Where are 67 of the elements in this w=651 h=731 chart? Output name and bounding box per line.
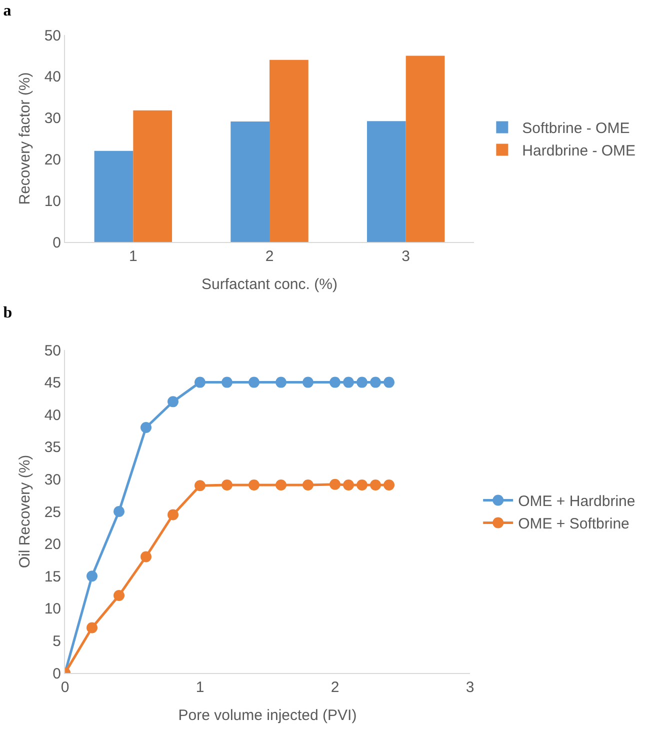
point <box>384 376 394 388</box>
chart-title: a <box>3 2 12 20</box>
legend-label: OME + Hardbrine <box>518 493 636 510</box>
bar <box>94 150 134 242</box>
y-tick-label: 50 <box>44 342 61 360</box>
y-tick-label: 30 <box>44 471 61 488</box>
point <box>343 480 354 491</box>
point <box>140 551 152 562</box>
point <box>356 376 368 388</box>
y-axis-title: Recovery factor (%) <box>16 72 34 205</box>
y-tick-label: 15 <box>44 568 61 586</box>
point <box>140 422 152 434</box>
x-tick-label: 1 <box>129 248 138 265</box>
point <box>276 376 286 388</box>
point <box>114 506 124 517</box>
y-axis-title: Oil Recovery (%) <box>16 454 34 568</box>
x-tick-label: 2 <box>330 679 340 696</box>
point <box>276 480 286 491</box>
y-tick-label: 40 <box>44 406 61 424</box>
y-tick-label: 45 <box>44 374 61 392</box>
bar <box>406 56 445 242</box>
y-tick-label: 50 <box>44 27 61 44</box>
point <box>302 480 314 491</box>
point <box>330 376 340 388</box>
point <box>86 622 98 634</box>
point <box>370 376 381 388</box>
point <box>194 480 206 492</box>
point <box>168 396 178 408</box>
bar <box>133 110 172 242</box>
point <box>370 480 381 491</box>
y-tick-label: 5 <box>52 632 61 650</box>
legend-label: OME + Softbrine <box>518 516 630 533</box>
y-tick-label: 10 <box>44 600 61 618</box>
y-tick-label: 20 <box>44 536 61 554</box>
point <box>302 376 314 388</box>
y-tick-label: 25 <box>44 504 61 521</box>
x-tick-label: 3 <box>402 248 410 265</box>
point <box>222 376 232 388</box>
point <box>356 480 368 491</box>
point <box>168 509 178 520</box>
x-axis-title: Pore volume injected (PVI) <box>178 707 357 724</box>
legend-label: Hardbrine - OME <box>522 142 636 160</box>
y-tick-label: 30 <box>44 110 61 128</box>
point <box>248 376 260 388</box>
y-tick-label: 0 <box>52 234 61 252</box>
point <box>343 376 354 388</box>
point <box>248 480 260 491</box>
bar <box>366 121 406 242</box>
y-tick-label: 10 <box>44 192 61 210</box>
point <box>384 480 394 491</box>
y-tick-label: 40 <box>44 68 61 86</box>
point <box>86 570 98 582</box>
bar <box>270 60 308 242</box>
x-tick-label: 2 <box>265 248 274 265</box>
x-tick-label: 1 <box>196 679 204 696</box>
y-tick-label: 35 <box>44 439 61 456</box>
chart-title: b <box>3 304 12 322</box>
bar <box>230 122 270 242</box>
point <box>194 376 206 388</box>
y-tick-label: 20 <box>44 151 61 168</box>
y-tick-label: 0 <box>52 665 61 682</box>
point <box>114 590 124 601</box>
x-tick-label: 3 <box>466 679 474 696</box>
x-axis-title: Surfactant conc. (%) <box>202 276 338 293</box>
point <box>330 478 340 490</box>
point <box>222 480 232 491</box>
legend-label: Softbrine - OME <box>522 120 630 138</box>
